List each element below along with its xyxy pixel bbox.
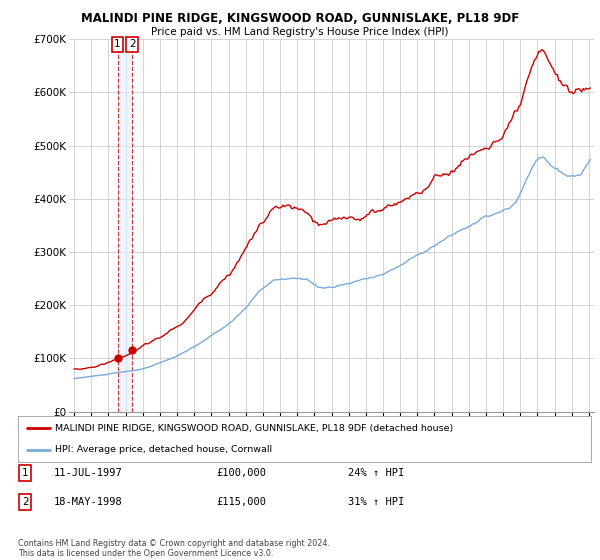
Text: HPI: Average price, detached house, Cornwall: HPI: Average price, detached house, Corn… <box>55 445 272 454</box>
Text: Price paid vs. HM Land Registry's House Price Index (HPI): Price paid vs. HM Land Registry's House … <box>151 27 449 37</box>
Text: Contains HM Land Registry data © Crown copyright and database right 2024.
This d: Contains HM Land Registry data © Crown c… <box>18 539 330 558</box>
Text: 1: 1 <box>114 39 121 49</box>
Text: 11-JUL-1997: 11-JUL-1997 <box>54 468 123 478</box>
Text: £115,000: £115,000 <box>216 497 266 507</box>
Text: 1: 1 <box>22 468 29 478</box>
Text: 24% ↑ HPI: 24% ↑ HPI <box>348 468 404 478</box>
Text: 2: 2 <box>22 497 29 507</box>
Text: 2: 2 <box>129 39 136 49</box>
Text: 31% ↑ HPI: 31% ↑ HPI <box>348 497 404 507</box>
Text: £100,000: £100,000 <box>216 468 266 478</box>
Text: 18-MAY-1998: 18-MAY-1998 <box>54 497 123 507</box>
Text: MALINDI PINE RIDGE, KINGSWOOD ROAD, GUNNISLAKE, PL18 9DF: MALINDI PINE RIDGE, KINGSWOOD ROAD, GUNN… <box>81 12 519 25</box>
Bar <box>118 39 132 412</box>
Text: MALINDI PINE RIDGE, KINGSWOOD ROAD, GUNNISLAKE, PL18 9DF (detached house): MALINDI PINE RIDGE, KINGSWOOD ROAD, GUNN… <box>55 424 454 433</box>
